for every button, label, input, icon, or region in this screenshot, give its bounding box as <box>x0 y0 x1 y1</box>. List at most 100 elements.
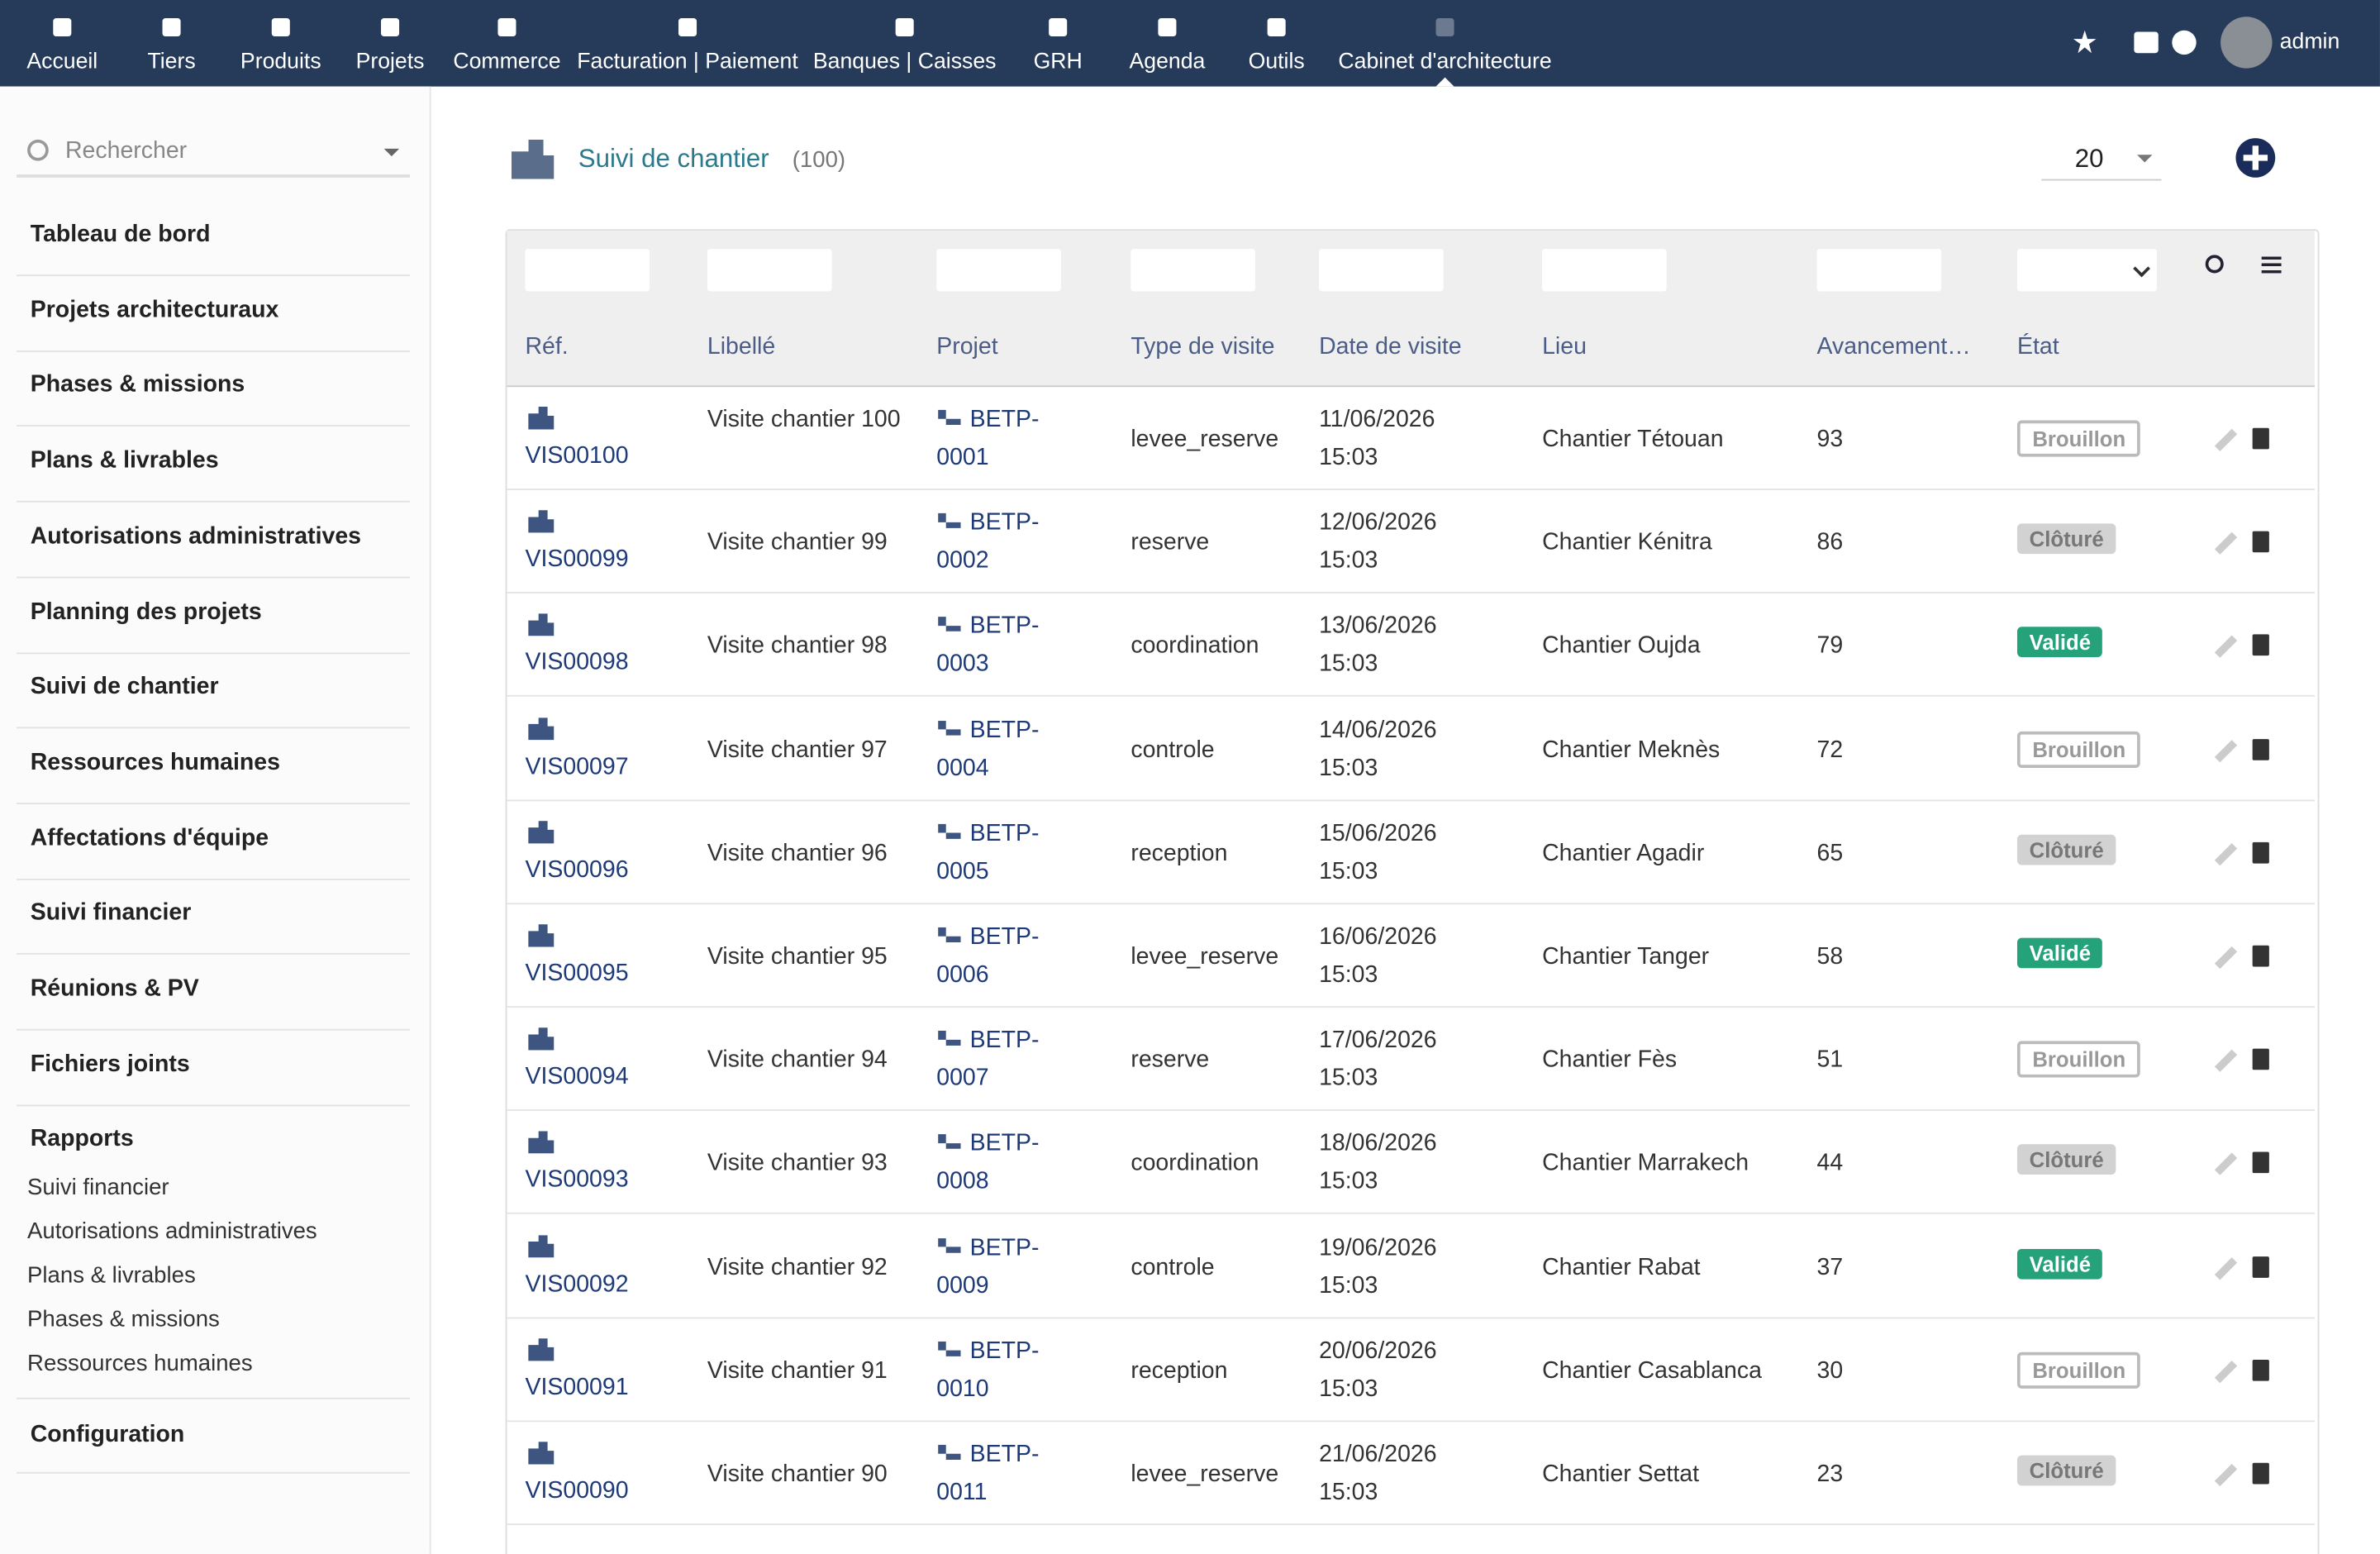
project-link[interactable]: BETP-0002 <box>936 510 1040 574</box>
ref-link[interactable]: VIS00098 <box>525 650 629 676</box>
column-header[interactable]: Libellé <box>707 333 776 360</box>
delete-button[interactable] <box>2252 841 2269 864</box>
user-name[interactable]: admin <box>2279 30 2340 55</box>
nav-label[interactable]: Cabinet d'architecture <box>1338 50 1552 74</box>
delete-button[interactable] <box>2252 1152 2269 1174</box>
filter-input[interactable] <box>1130 249 1255 292</box>
menu-item[interactable]: Plans & livrables <box>30 447 219 474</box>
ref-link[interactable]: VIS00099 <box>525 546 629 573</box>
ref-link[interactable]: VIS00093 <box>525 1167 629 1194</box>
menu-item[interactable]: Projets architecturaux <box>30 297 279 323</box>
column-header[interactable]: Lieu <box>1542 333 1587 360</box>
report-link[interactable]: Suivi financier <box>27 1174 169 1201</box>
nav-label[interactable]: Accueil <box>26 50 98 74</box>
column-header[interactable]: État <box>2016 333 2059 360</box>
location: Chantier Casablanca <box>1542 1357 1762 1384</box>
ref-link[interactable]: VIS00092 <box>525 1270 629 1297</box>
report-link[interactable]: Autorisations administratives <box>27 1218 317 1245</box>
search-button[interactable] <box>2205 255 2224 274</box>
nav-label[interactable]: Commerce <box>453 50 561 74</box>
nav-label[interactable]: Banques | Caisses <box>812 50 997 74</box>
project-link[interactable]: BETP-0011 <box>936 1442 1040 1506</box>
user-avatar[interactable] <box>2221 17 2273 69</box>
filter-input[interactable] <box>707 249 832 292</box>
per-page-select[interactable] <box>2041 136 2162 181</box>
report-link[interactable]: Plans & livrables <box>27 1262 196 1289</box>
project-link[interactable]: BETP-0008 <box>936 1131 1040 1195</box>
menu-item[interactable]: Configuration <box>30 1422 185 1448</box>
filter-input[interactable] <box>936 249 1061 292</box>
nav-icon[interactable] <box>162 18 181 37</box>
ref-link[interactable]: VIS00100 <box>525 443 629 470</box>
ref-link[interactable]: VIS00094 <box>525 1064 629 1090</box>
project-link[interactable]: BETP-0005 <box>936 820 1040 884</box>
menu-item[interactable]: Suivi de chantier <box>30 674 219 700</box>
column-header[interactable]: Avancement… <box>1816 333 1971 360</box>
column-header[interactable]: Date de visite <box>1319 333 1462 360</box>
delete-button[interactable] <box>2252 635 2269 656</box>
delete-button[interactable] <box>2252 531 2269 553</box>
nav-label[interactable]: GRH <box>1033 50 1083 74</box>
filter-input[interactable] <box>2016 249 2157 292</box>
filter-input[interactable] <box>1319 249 1444 292</box>
column-header[interactable]: Réf. <box>525 333 569 360</box>
project-link[interactable]: BETP-0004 <box>936 717 1040 781</box>
menu-item[interactable]: Autorisations administratives <box>30 523 361 550</box>
menu-item[interactable]: Ressources humaines <box>30 749 280 775</box>
project-link[interactable]: BETP-0009 <box>936 1234 1040 1299</box>
project-link[interactable]: BETP-0007 <box>936 1027 1040 1092</box>
nav-icon[interactable] <box>53 18 72 37</box>
filter-input[interactable] <box>1816 249 1942 292</box>
nav-icon[interactable] <box>271 18 290 37</box>
nav-label[interactable]: Facturation | Paiement <box>577 50 798 74</box>
menu-item[interactable]: Affectations d'équipe <box>30 824 269 851</box>
delete-button[interactable] <box>2252 945 2269 967</box>
search-input[interactable] <box>17 134 410 178</box>
menu-item[interactable]: Planning des projets <box>30 598 262 625</box>
ref-link[interactable]: VIS00095 <box>525 961 629 987</box>
nav-label[interactable]: Tiers <box>147 50 196 74</box>
help-icon[interactable] <box>2172 30 2197 55</box>
menu-item[interactable]: Phases & missions <box>30 372 245 398</box>
delete-button[interactable] <box>2252 1048 2269 1070</box>
delete-button[interactable] <box>2252 1462 2269 1485</box>
project-link[interactable]: BETP-0003 <box>936 613 1040 678</box>
nav-icon[interactable] <box>1158 18 1177 37</box>
nav-icon[interactable] <box>381 18 400 37</box>
project-link[interactable]: BETP-0010 <box>936 1337 1040 1402</box>
filter-input[interactable] <box>525 249 650 292</box>
list-mode-button[interactable] <box>2261 256 2282 274</box>
delete-button[interactable] <box>2252 427 2269 450</box>
project-link[interactable]: BETP-0006 <box>936 924 1040 989</box>
nav-label[interactable]: Produits <box>240 50 321 74</box>
report-link[interactable]: Phases & missions <box>27 1306 220 1332</box>
nav-label[interactable]: Agenda <box>1129 50 1206 74</box>
reports-title[interactable]: Rapports <box>30 1126 134 1152</box>
column-header[interactable]: Projet <box>936 333 998 360</box>
nav-icon[interactable] <box>1049 18 1068 37</box>
menu-item[interactable]: Réunions & PV <box>30 975 199 1002</box>
ref-link[interactable]: VIS00096 <box>525 856 629 884</box>
active-caret <box>1435 77 1454 87</box>
nav-label[interactable]: Projets <box>355 50 425 74</box>
nav-icon[interactable] <box>895 18 914 37</box>
nav-icon[interactable] <box>678 18 697 37</box>
delete-button[interactable] <box>2252 1359 2269 1381</box>
report-link[interactable]: Ressources humaines <box>27 1350 253 1377</box>
ref-link[interactable]: VIS00091 <box>525 1374 629 1401</box>
delete-button[interactable] <box>2252 1256 2269 1278</box>
menu-item[interactable]: Fichiers joints <box>30 1051 190 1077</box>
ref-link[interactable]: VIS00097 <box>525 753 629 779</box>
delete-button[interactable] <box>2252 738 2269 760</box>
nav-label[interactable]: Outils <box>1248 50 1305 74</box>
menu-item[interactable]: Tableau de bord <box>30 222 211 248</box>
filter-input[interactable] <box>1542 249 1667 292</box>
nav-icon[interactable] <box>1267 18 1286 37</box>
print-icon[interactable] <box>2134 31 2159 54</box>
column-header[interactable]: Type de visite <box>1130 333 1275 360</box>
ref-link[interactable]: VIS00090 <box>525 1478 629 1504</box>
nav-icon[interactable] <box>1435 18 1454 37</box>
project-link[interactable]: BETP-0001 <box>936 407 1040 471</box>
nav-icon[interactable] <box>497 18 516 37</box>
menu-item[interactable]: Suivi financier <box>30 900 192 927</box>
